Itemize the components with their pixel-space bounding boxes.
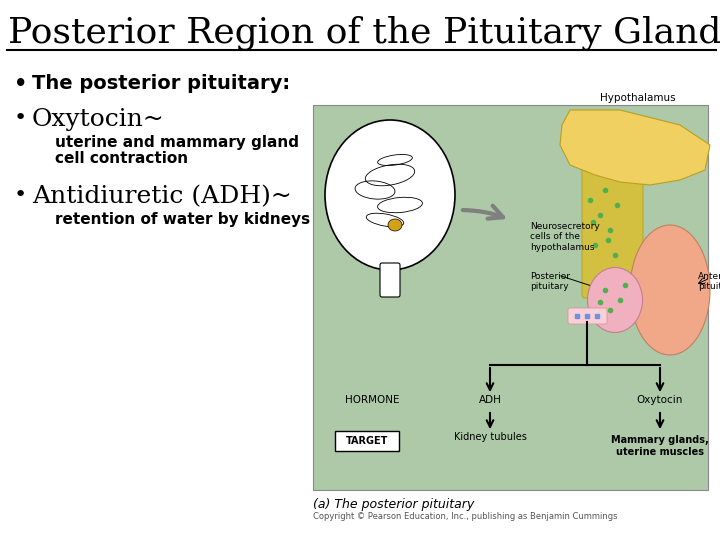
Text: Posterior
pituitary: Posterior pituitary <box>530 272 570 292</box>
Text: Antidiuretic (ADH)~: Antidiuretic (ADH)~ <box>32 185 292 208</box>
Text: TARGET: TARGET <box>346 436 388 446</box>
FancyArrow shape <box>596 175 601 260</box>
Text: uterine and mammary gland: uterine and mammary gland <box>55 135 299 150</box>
Text: Posterior Region of the Pituitary Gland: Posterior Region of the Pituitary Gland <box>8 15 720 50</box>
Text: (a) The posterior pituitary: (a) The posterior pituitary <box>313 498 474 511</box>
Text: Copyright © Pearson Education, Inc., publishing as Benjamin Cummings: Copyright © Pearson Education, Inc., pub… <box>313 512 618 521</box>
FancyBboxPatch shape <box>335 431 399 451</box>
Text: ADH: ADH <box>479 395 501 405</box>
FancyBboxPatch shape <box>380 263 400 297</box>
Text: retention of water by kidneys: retention of water by kidneys <box>55 212 310 227</box>
Text: Hypothalamus: Hypothalamus <box>600 93 676 103</box>
Text: HORMONE: HORMONE <box>345 395 400 405</box>
FancyBboxPatch shape <box>313 105 708 490</box>
Text: •: • <box>14 108 27 128</box>
FancyBboxPatch shape <box>582 167 643 298</box>
Text: •: • <box>14 185 27 205</box>
Ellipse shape <box>630 225 710 355</box>
Ellipse shape <box>388 219 402 231</box>
Text: Kidney tubules: Kidney tubules <box>454 432 526 442</box>
FancyBboxPatch shape <box>568 308 607 324</box>
Text: •: • <box>14 74 27 94</box>
FancyArrow shape <box>621 175 626 260</box>
Text: Oxytocin: Oxytocin <box>636 395 683 405</box>
Ellipse shape <box>325 120 455 270</box>
Text: Oxytocin~: Oxytocin~ <box>32 108 165 131</box>
Text: Neurosecretory
cells of the
hypothalamus: Neurosecretory cells of the hypothalamus <box>530 222 600 252</box>
Text: The posterior pituitary:: The posterior pituitary: <box>32 74 290 93</box>
Polygon shape <box>560 110 710 185</box>
Text: Anterior
pituitary: Anterior pituitary <box>698 272 720 292</box>
FancyArrow shape <box>605 175 610 260</box>
Text: cell contraction: cell contraction <box>55 151 188 166</box>
FancyArrow shape <box>613 175 618 260</box>
Text: Mammary glands,
uterine muscles: Mammary glands, uterine muscles <box>611 435 709 457</box>
Ellipse shape <box>588 267 642 333</box>
